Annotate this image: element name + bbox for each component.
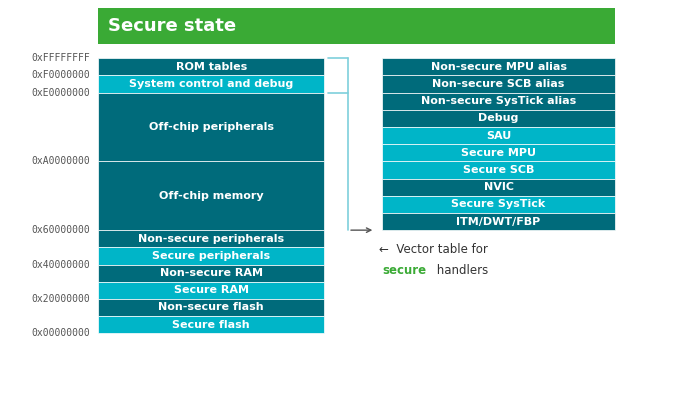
FancyBboxPatch shape bbox=[382, 179, 615, 196]
Text: Non-secure SysTick alias: Non-secure SysTick alias bbox=[421, 96, 576, 106]
Text: handlers: handlers bbox=[433, 264, 488, 277]
Text: Non-secure MPU alias: Non-secure MPU alias bbox=[431, 62, 566, 72]
Text: ITM/DWT/FBP: ITM/DWT/FBP bbox=[456, 217, 541, 226]
Text: Off-chip peripherals: Off-chip peripherals bbox=[149, 122, 274, 132]
Text: Secure state: Secure state bbox=[108, 17, 237, 35]
Text: 0x20000000: 0x20000000 bbox=[31, 294, 90, 304]
FancyBboxPatch shape bbox=[98, 316, 324, 333]
Text: Secure RAM: Secure RAM bbox=[174, 285, 249, 295]
Text: Secure peripherals: Secure peripherals bbox=[152, 251, 270, 261]
FancyBboxPatch shape bbox=[98, 8, 615, 44]
FancyBboxPatch shape bbox=[382, 144, 615, 161]
Text: Secure SysTick: Secure SysTick bbox=[452, 199, 546, 209]
Text: Non-secure SCB alias: Non-secure SCB alias bbox=[433, 79, 564, 89]
Text: SAU: SAU bbox=[486, 131, 511, 140]
Text: NVIC: NVIC bbox=[483, 182, 514, 192]
FancyBboxPatch shape bbox=[98, 299, 324, 316]
Text: Non-secure flash: Non-secure flash bbox=[158, 302, 264, 312]
Text: 0x40000000: 0x40000000 bbox=[31, 259, 90, 269]
Text: 0xF0000000: 0xF0000000 bbox=[31, 70, 90, 80]
Text: System control and debug: System control and debug bbox=[129, 79, 293, 89]
Text: 0x60000000: 0x60000000 bbox=[31, 225, 90, 235]
Text: Non-secure peripherals: Non-secure peripherals bbox=[138, 234, 285, 244]
Text: Off-chip memory: Off-chip memory bbox=[159, 191, 264, 201]
Text: ←  Vector table for: ← Vector table for bbox=[379, 243, 487, 256]
FancyBboxPatch shape bbox=[98, 161, 324, 230]
Text: 0xA0000000: 0xA0000000 bbox=[31, 156, 90, 166]
FancyBboxPatch shape bbox=[98, 93, 324, 161]
FancyBboxPatch shape bbox=[98, 58, 324, 76]
Text: 0xE0000000: 0xE0000000 bbox=[31, 88, 90, 98]
FancyBboxPatch shape bbox=[382, 93, 615, 110]
FancyBboxPatch shape bbox=[382, 76, 615, 93]
FancyBboxPatch shape bbox=[382, 213, 615, 230]
FancyBboxPatch shape bbox=[382, 161, 615, 179]
Text: Non-secure RAM: Non-secure RAM bbox=[160, 268, 263, 278]
Text: Debug: Debug bbox=[479, 113, 518, 123]
Text: 0xFFFFFFFF: 0xFFFFFFFF bbox=[31, 53, 90, 63]
FancyBboxPatch shape bbox=[382, 58, 615, 76]
Text: ROM tables: ROM tables bbox=[176, 62, 247, 72]
FancyBboxPatch shape bbox=[382, 196, 615, 213]
FancyBboxPatch shape bbox=[382, 110, 615, 127]
FancyBboxPatch shape bbox=[98, 230, 324, 247]
Text: secure: secure bbox=[382, 264, 426, 277]
FancyBboxPatch shape bbox=[98, 76, 324, 93]
Text: Secure SCB: Secure SCB bbox=[463, 165, 534, 175]
Text: Secure flash: Secure flash bbox=[172, 320, 250, 330]
Text: Secure MPU: Secure MPU bbox=[461, 148, 536, 158]
FancyBboxPatch shape bbox=[98, 282, 324, 299]
FancyBboxPatch shape bbox=[98, 265, 324, 282]
FancyBboxPatch shape bbox=[98, 247, 324, 265]
FancyBboxPatch shape bbox=[382, 127, 615, 144]
Text: 0x00000000: 0x00000000 bbox=[31, 328, 90, 338]
